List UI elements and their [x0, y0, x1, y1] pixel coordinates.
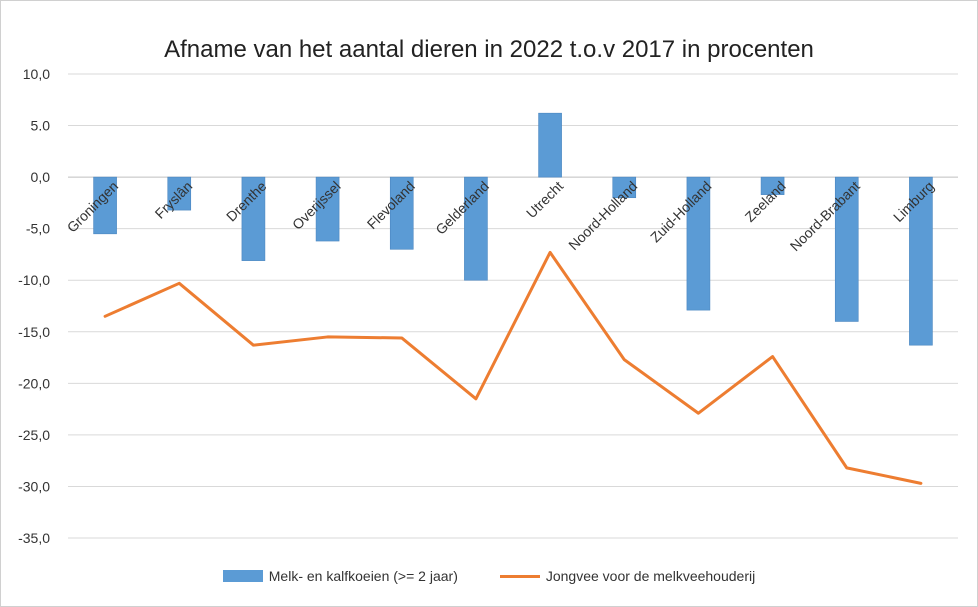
- y-tick-label: 0,0: [31, 169, 51, 185]
- bar-utrecht: [538, 112, 562, 178]
- legend-item-line: Jongvee voor de melkveehouderij: [499, 568, 756, 584]
- bar-overijssel: [315, 176, 340, 242]
- chart-title: Afname van het aantal dieren in 2022 t.o…: [164, 36, 814, 63]
- legend: Melk- en kalfkoeien (>= 2 jaar) Jongvee …: [0, 566, 978, 586]
- gridlines: [68, 73, 958, 539]
- point-jongvee-limburg: [920, 482, 922, 484]
- point-jongvee-noord-holland: [623, 359, 625, 361]
- bar-groningen: [93, 176, 117, 235]
- x-tick-label: Utrecht: [523, 178, 566, 221]
- legend-label-bar: Melk- en kalfkoeien (>= 2 jaar): [268, 568, 458, 584]
- point-jongvee-groningen: [104, 315, 106, 317]
- y-tick-label: -30,0: [18, 478, 50, 494]
- bar-series: [93, 112, 933, 346]
- bar-noord-brabant: [834, 176, 859, 322]
- y-tick-label: 5.0: [31, 118, 51, 134]
- line-series: [103, 250, 923, 485]
- legend-swatch-line: [499, 574, 540, 578]
- bar-fryslân: [167, 176, 192, 211]
- point-jongvee-zuid-holland: [697, 412, 699, 414]
- series-line-jongvee: [103, 250, 923, 485]
- point-jongvee-zeeland: [772, 356, 774, 358]
- y-tick-label: 10,0: [23, 66, 50, 82]
- point-jongvee-gelderland: [475, 398, 477, 400]
- x-tick-label: Noord-Holland: [565, 178, 640, 253]
- point-jongvee-overijssel: [327, 336, 329, 338]
- point-jongvee-utrecht: [549, 251, 551, 253]
- bar-noord-holland: [612, 176, 637, 199]
- point-jongvee-fryslân: [178, 282, 180, 284]
- bar-drenthe: [241, 176, 266, 261]
- x-axis-ticks: Groningen Fryslân Drenthe Overijssel Flevola…: [64, 178, 937, 254]
- bar-zuid-holland: [686, 176, 711, 311]
- bar-gelderland: [464, 176, 488, 281]
- y-tick-label: -5,0: [26, 221, 50, 237]
- legend-item-bar: Melk- en kalfkoeien (>= 2 jaar): [222, 568, 458, 584]
- y-axis-ticks: 10,0 5.0 0,0 -5,0 -10,0 -15,0 -20,0 -25,0 -30,0 -…: [18, 66, 50, 546]
- point-jongvee-drenthe: [252, 344, 254, 346]
- point-jongvee-noord-brabant: [846, 467, 848, 469]
- bar-zeeland: [760, 176, 785, 195]
- y-tick-label: -20,0: [18, 375, 50, 391]
- y-tick-label: -35,0: [18, 530, 50, 546]
- legend-swatch-bar: [222, 570, 263, 582]
- bar-flevoland: [389, 176, 414, 250]
- point-jongvee-flevoland: [401, 337, 403, 339]
- bar-limburg: [909, 176, 933, 346]
- y-tick-label: -15,0: [18, 324, 50, 340]
- y-tick-label: -10,0: [18, 272, 50, 288]
- legend-label-line: Jongvee voor de melkveehouderij: [545, 568, 756, 584]
- y-tick-label: -25,0: [18, 427, 50, 443]
